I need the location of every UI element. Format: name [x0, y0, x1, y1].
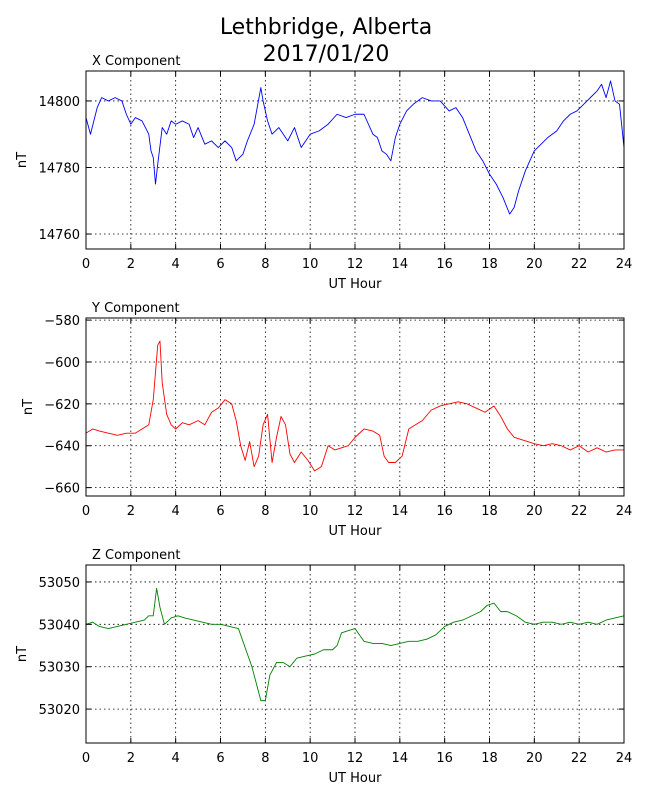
- x-tick-label: 12: [347, 504, 364, 519]
- x-tick-label: 6: [216, 257, 224, 272]
- x-tick-label: 14: [392, 504, 409, 519]
- x-tick-label: 6: [216, 504, 224, 519]
- y-tick-label: −640: [44, 440, 80, 455]
- y-axis-label: nT: [21, 399, 36, 415]
- y-tick-label: 53020: [39, 703, 80, 718]
- panel-title: X Component: [92, 54, 181, 69]
- y-tick-label: 14780: [39, 161, 80, 176]
- x-tick-label: 6: [216, 751, 224, 766]
- x-tick-label: 0: [82, 751, 90, 766]
- x-tick-label: 18: [481, 751, 498, 766]
- y-axis-label: nT: [15, 152, 30, 168]
- panel-title: Y Component: [91, 301, 180, 316]
- y-axis-label: nT: [15, 646, 30, 662]
- x-tick-label: 20: [526, 751, 543, 766]
- x-tick-label: 8: [261, 504, 269, 519]
- x-axis-label: UT Hour: [329, 277, 383, 292]
- x-tick-label: 16: [436, 751, 453, 766]
- x-tick-label: 16: [436, 257, 453, 272]
- x-tick-label: 22: [571, 751, 588, 766]
- chart-title-line1: Lethbridge, Alberta: [220, 15, 432, 40]
- x-tick-label: 4: [172, 504, 180, 519]
- y-tick-label: −620: [44, 398, 80, 413]
- x-tick-label: 10: [302, 257, 319, 272]
- x-tick-label: 0: [82, 257, 90, 272]
- y-tick-label: 14800: [39, 95, 80, 110]
- x-tick-label: 12: [347, 751, 364, 766]
- x-tick-label: 18: [481, 504, 498, 519]
- y-tick-label: 53030: [39, 661, 80, 676]
- y-tick-label: 14760: [39, 228, 80, 243]
- x-tick-label: 2: [127, 751, 135, 766]
- x-tick-label: 2: [127, 257, 135, 272]
- x-tick-label: 4: [172, 257, 180, 272]
- x-tick-label: 10: [302, 751, 319, 766]
- x-tick-label: 24: [616, 257, 633, 272]
- x-tick-label: 22: [571, 257, 588, 272]
- y-tick-label: 53040: [39, 618, 80, 633]
- x-tick-label: 20: [526, 504, 543, 519]
- x-tick-label: 2: [127, 504, 135, 519]
- x-tick-label: 0: [82, 504, 90, 519]
- plot-frame: [85, 70, 625, 250]
- x-tick-label: 20: [526, 257, 543, 272]
- plot-frame: [85, 564, 625, 744]
- x-tick-label: 4: [172, 751, 180, 766]
- y-tick-label: −660: [44, 482, 80, 497]
- x-axis-label: UT Hour: [329, 771, 383, 786]
- y-tick-label: −580: [44, 314, 80, 329]
- x-tick-label: 10: [302, 504, 319, 519]
- x-tick-label: 12: [347, 257, 364, 272]
- x-axis-label: UT Hour: [329, 524, 383, 539]
- chart-title-line2: 2017/01/20: [263, 42, 390, 67]
- x-tick-label: 8: [261, 257, 269, 272]
- plot-frame: [85, 317, 625, 497]
- panel-title: Z Component: [92, 548, 181, 563]
- data-line: [85, 587, 625, 702]
- x-tick-label: 24: [616, 504, 633, 519]
- x-tick-label: 14: [392, 751, 409, 766]
- x-tick-label: 14: [392, 257, 409, 272]
- x-tick-label: 24: [616, 751, 633, 766]
- x-tick-label: 16: [436, 504, 453, 519]
- data-line: [85, 80, 625, 215]
- x-tick-label: 22: [571, 504, 588, 519]
- y-tick-label: 53050: [39, 576, 80, 591]
- data-line: [85, 340, 624, 472]
- y-tick-label: −600: [44, 356, 80, 371]
- x-tick-label: 8: [261, 751, 269, 766]
- x-tick-label: 18: [481, 257, 498, 272]
